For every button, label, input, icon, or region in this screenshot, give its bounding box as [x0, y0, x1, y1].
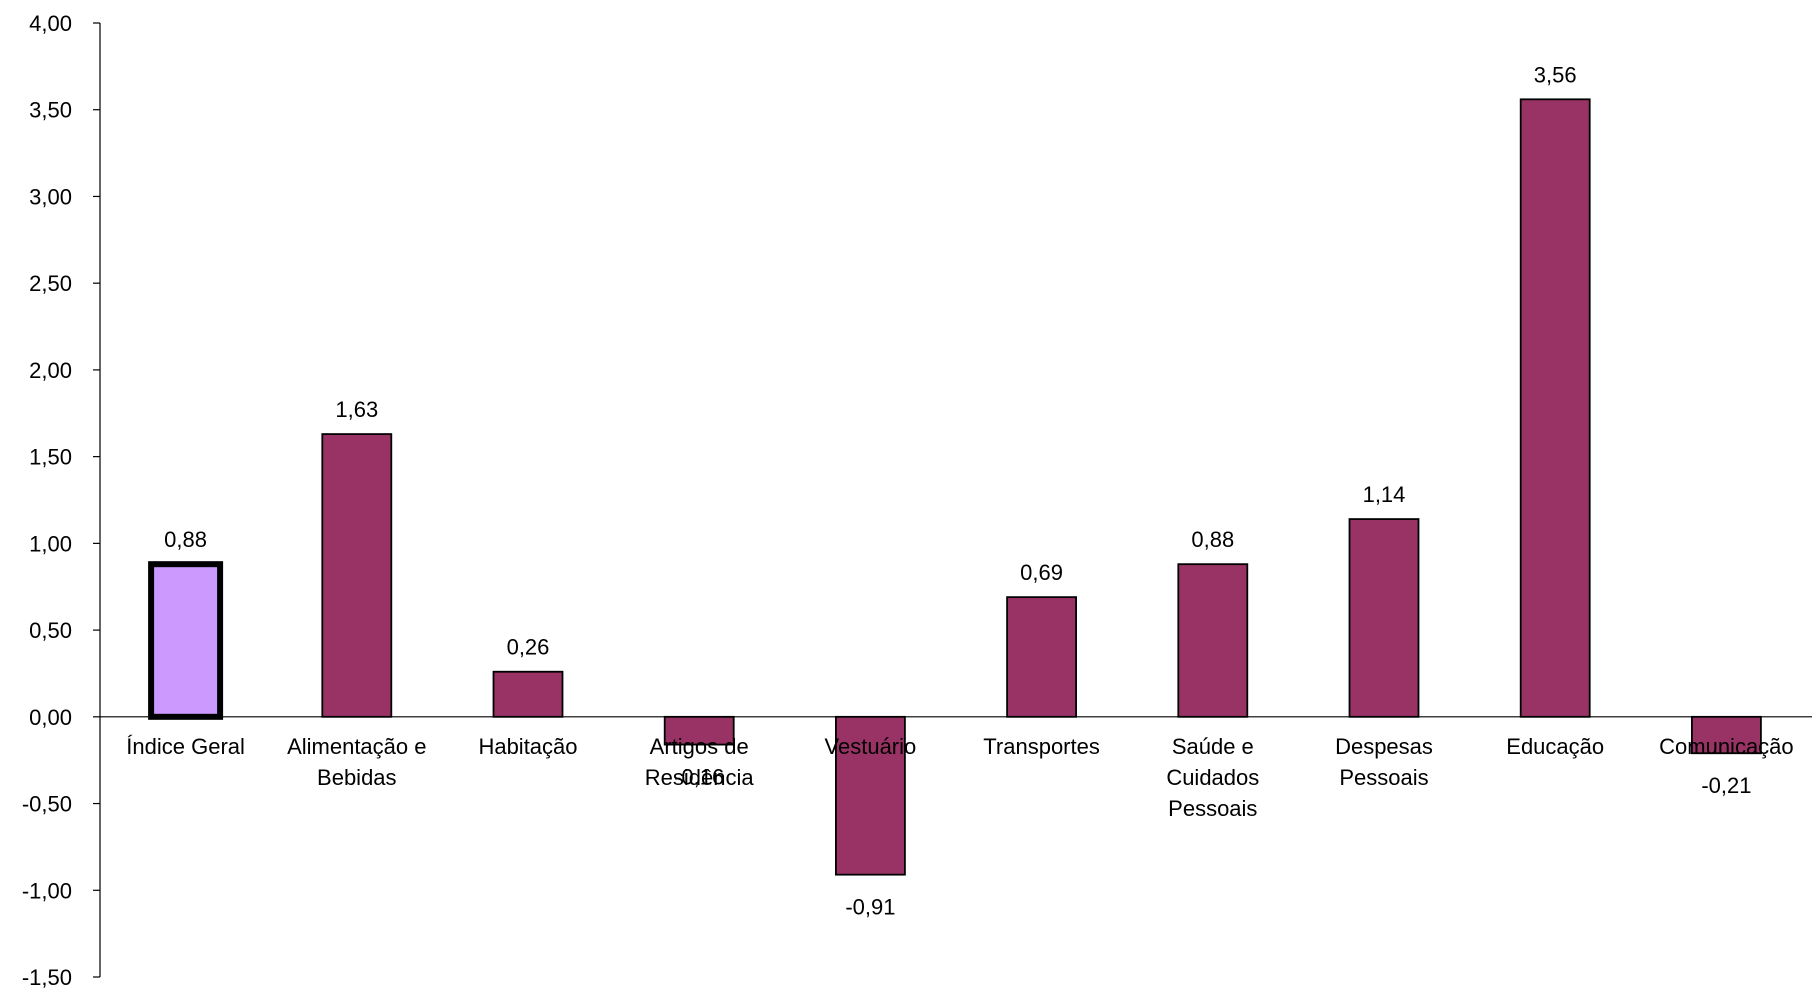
bar-value-label: 0,88	[1191, 527, 1234, 552]
bar	[321, 433, 393, 718]
y-tick-label: 1,00	[29, 531, 72, 556]
bar	[148, 561, 224, 720]
bar-value-label: -0,21	[1701, 773, 1751, 798]
bar	[1519, 98, 1591, 718]
x-category-label: Comunicação	[1659, 734, 1794, 759]
bar	[492, 670, 564, 718]
y-tick-label: 4,00	[29, 11, 72, 36]
x-category-label: Índice Geral	[126, 734, 245, 759]
bar-value-label: 1,63	[335, 397, 378, 422]
bar-value-label: -0,16	[674, 765, 724, 790]
y-tick-label: 2,00	[29, 358, 72, 383]
y-tick-label: -1,50	[22, 965, 72, 988]
bar	[1006, 596, 1077, 718]
bar-value-label: -0,91	[845, 895, 895, 920]
axis-layer: -1,50 -1,00 -0,50 0,00 0,50 1,00 1,50 2,00 2,50 3…	[22, 11, 1812, 988]
bar-value-label: 0,88	[164, 527, 207, 552]
bar	[1177, 563, 1249, 718]
y-tick-label: -0,50	[22, 792, 72, 817]
bar	[663, 715, 735, 746]
bar	[835, 715, 906, 876]
x-category-label: Educação	[1506, 734, 1604, 759]
y-tick-label: 3,00	[29, 184, 72, 209]
bar-value-label: 1,14	[1363, 482, 1406, 507]
bar-value-label: 3,56	[1534, 62, 1577, 87]
x-category-label: Alimentação e Bebidas	[287, 734, 426, 790]
y-tick-label: 2,50	[29, 271, 72, 296]
y-tick-label: -1,00	[22, 878, 72, 903]
x-category-label: Transportes	[983, 734, 1100, 759]
x-category-label: Despesas Pessoais	[1335, 734, 1433, 790]
x-category-label: Vestuário	[825, 734, 917, 759]
y-tick-label: 3,50	[29, 98, 72, 123]
bar	[1348, 518, 1420, 718]
x-category-label: Saúde e Cuidados Pessoais	[1166, 734, 1259, 821]
bar-value-label: 0,69	[1020, 560, 1063, 585]
y-tick-label: 0,50	[29, 618, 72, 643]
x-category-label: Habitação	[478, 734, 577, 759]
bars-layer	[148, 98, 1762, 876]
bar	[1691, 715, 1762, 755]
bar-value-label: 0,26	[507, 635, 550, 660]
labels-layer: Índice Geral Alimentação e Bebidas Habitaçã…	[126, 62, 1793, 919]
x-category-label: Artigos de Residência	[645, 734, 755, 790]
y-tick-label: 1,50	[29, 445, 72, 470]
y-tick-label: 0,00	[29, 705, 72, 730]
